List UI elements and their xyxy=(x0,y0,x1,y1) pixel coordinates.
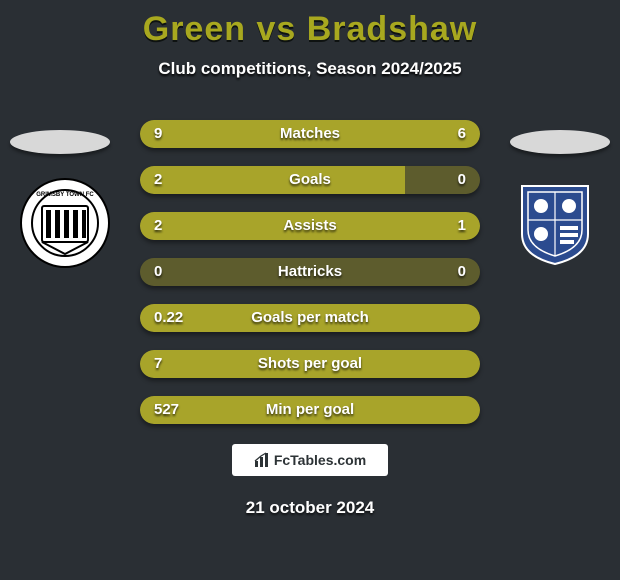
stats-area: 96Matches 20Goals 21Assists 00Hattricks 0.22… xyxy=(140,120,480,442)
stat-row: 96Matches xyxy=(140,120,480,148)
stat-row: 0.22Goals per match xyxy=(140,304,480,332)
stat-row: 527Min per goal xyxy=(140,396,480,424)
player-right-ellipse xyxy=(510,130,610,154)
stat-row: 7Shots per goal xyxy=(140,350,480,378)
stat-label: Hattricks xyxy=(140,258,480,286)
page-subtitle: Club competitions, Season 2024/2025 xyxy=(0,59,620,79)
chart-icon xyxy=(254,452,270,468)
club-left-crest: GRIMSBY TOWN FC xyxy=(20,178,110,268)
branding-label: FcTables.com xyxy=(274,452,366,468)
stat-label: Shots per goal xyxy=(140,350,480,378)
grimsby-crest-icon: GRIMSBY TOWN FC xyxy=(20,178,110,268)
stat-label: Assists xyxy=(140,212,480,240)
stat-label: Goals per match xyxy=(140,304,480,332)
branding-box: FcTables.com xyxy=(232,444,388,476)
svg-text:GRIMSBY TOWN FC: GRIMSBY TOWN FC xyxy=(36,192,94,198)
stat-label: Matches xyxy=(140,120,480,148)
stat-label: Goals xyxy=(140,166,480,194)
stat-row: 00Hattricks xyxy=(140,258,480,286)
stat-row: 20Goals xyxy=(140,166,480,194)
stat-row: 21Assists xyxy=(140,212,480,240)
stat-label: Min per goal xyxy=(140,396,480,424)
player-left-ellipse xyxy=(10,130,110,154)
page-title: Green vs Bradshaw xyxy=(0,0,620,49)
footer-date: 21 october 2024 xyxy=(0,498,620,518)
club-right-crest xyxy=(510,178,600,268)
tranmere-crest-icon xyxy=(510,178,600,268)
